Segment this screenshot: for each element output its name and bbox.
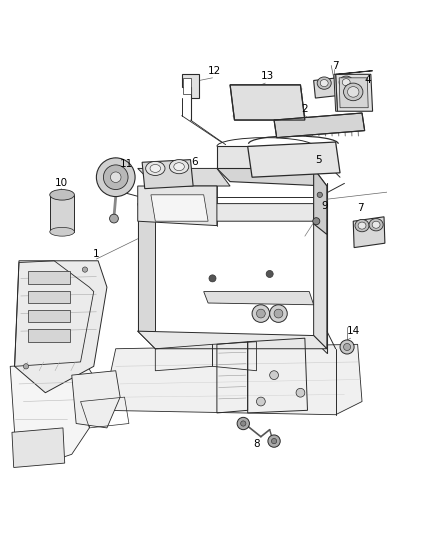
Ellipse shape [347, 87, 359, 97]
Circle shape [266, 270, 273, 278]
Polygon shape [336, 71, 373, 74]
Ellipse shape [342, 79, 350, 86]
Ellipse shape [50, 228, 74, 236]
Polygon shape [184, 78, 191, 94]
Ellipse shape [358, 222, 366, 229]
Polygon shape [217, 147, 314, 168]
Circle shape [270, 305, 287, 322]
Ellipse shape [317, 77, 331, 89]
Circle shape [103, 165, 128, 190]
Ellipse shape [174, 163, 184, 171]
Text: 2: 2 [301, 104, 308, 115]
Polygon shape [182, 74, 199, 98]
Text: 1: 1 [93, 249, 100, 259]
Circle shape [272, 439, 277, 444]
Polygon shape [102, 344, 362, 415]
Circle shape [237, 417, 249, 430]
Text: 9: 9 [322, 201, 328, 211]
Ellipse shape [170, 159, 189, 174]
Polygon shape [339, 78, 368, 108]
Circle shape [317, 192, 322, 197]
Text: 7: 7 [332, 61, 339, 70]
Circle shape [209, 275, 216, 282]
Polygon shape [138, 168, 230, 186]
Polygon shape [138, 204, 155, 331]
Text: 10: 10 [55, 179, 68, 188]
Circle shape [110, 172, 121, 182]
Polygon shape [151, 195, 208, 221]
Text: 5: 5 [315, 155, 321, 165]
Text: 14: 14 [346, 326, 360, 336]
Polygon shape [14, 261, 107, 393]
Polygon shape [353, 217, 385, 248]
Ellipse shape [369, 219, 383, 231]
Circle shape [252, 305, 270, 322]
Polygon shape [72, 371, 120, 428]
Bar [28, 290, 70, 303]
Polygon shape [12, 428, 65, 467]
Text: 8: 8 [253, 439, 260, 449]
Polygon shape [336, 74, 373, 111]
Polygon shape [138, 204, 327, 221]
Circle shape [268, 435, 280, 447]
Polygon shape [138, 331, 327, 349]
Text: 6: 6 [191, 157, 198, 167]
Ellipse shape [355, 220, 369, 232]
Circle shape [240, 421, 246, 426]
Circle shape [340, 340, 354, 354]
Circle shape [96, 158, 135, 197]
Circle shape [257, 309, 265, 318]
Circle shape [110, 214, 118, 223]
Circle shape [313, 217, 320, 225]
Polygon shape [247, 142, 340, 177]
Circle shape [257, 397, 265, 406]
Polygon shape [217, 168, 327, 186]
Circle shape [296, 389, 305, 397]
Polygon shape [204, 292, 314, 305]
Circle shape [274, 309, 283, 318]
Ellipse shape [50, 190, 74, 200]
Ellipse shape [146, 161, 165, 175]
Ellipse shape [320, 79, 328, 87]
Polygon shape [314, 168, 327, 235]
Polygon shape [138, 186, 217, 225]
Polygon shape [334, 74, 337, 111]
Polygon shape [314, 204, 327, 349]
Polygon shape [10, 362, 98, 463]
Polygon shape [230, 85, 305, 120]
Text: 11: 11 [120, 159, 133, 169]
Bar [28, 310, 70, 322]
Ellipse shape [150, 165, 161, 172]
Text: 7: 7 [357, 203, 364, 213]
Polygon shape [314, 76, 355, 98]
Text: 4: 4 [364, 76, 371, 85]
Ellipse shape [372, 221, 380, 228]
Circle shape [23, 364, 28, 369]
Circle shape [270, 371, 279, 379]
Bar [50, 195, 74, 232]
Bar [28, 329, 70, 342]
Polygon shape [142, 159, 193, 189]
Circle shape [82, 267, 88, 272]
Text: 12: 12 [208, 66, 221, 76]
Ellipse shape [343, 83, 363, 101]
Bar [28, 271, 70, 284]
Circle shape [343, 343, 350, 351]
Polygon shape [274, 113, 365, 138]
Ellipse shape [339, 76, 353, 88]
Text: 13: 13 [261, 71, 274, 81]
